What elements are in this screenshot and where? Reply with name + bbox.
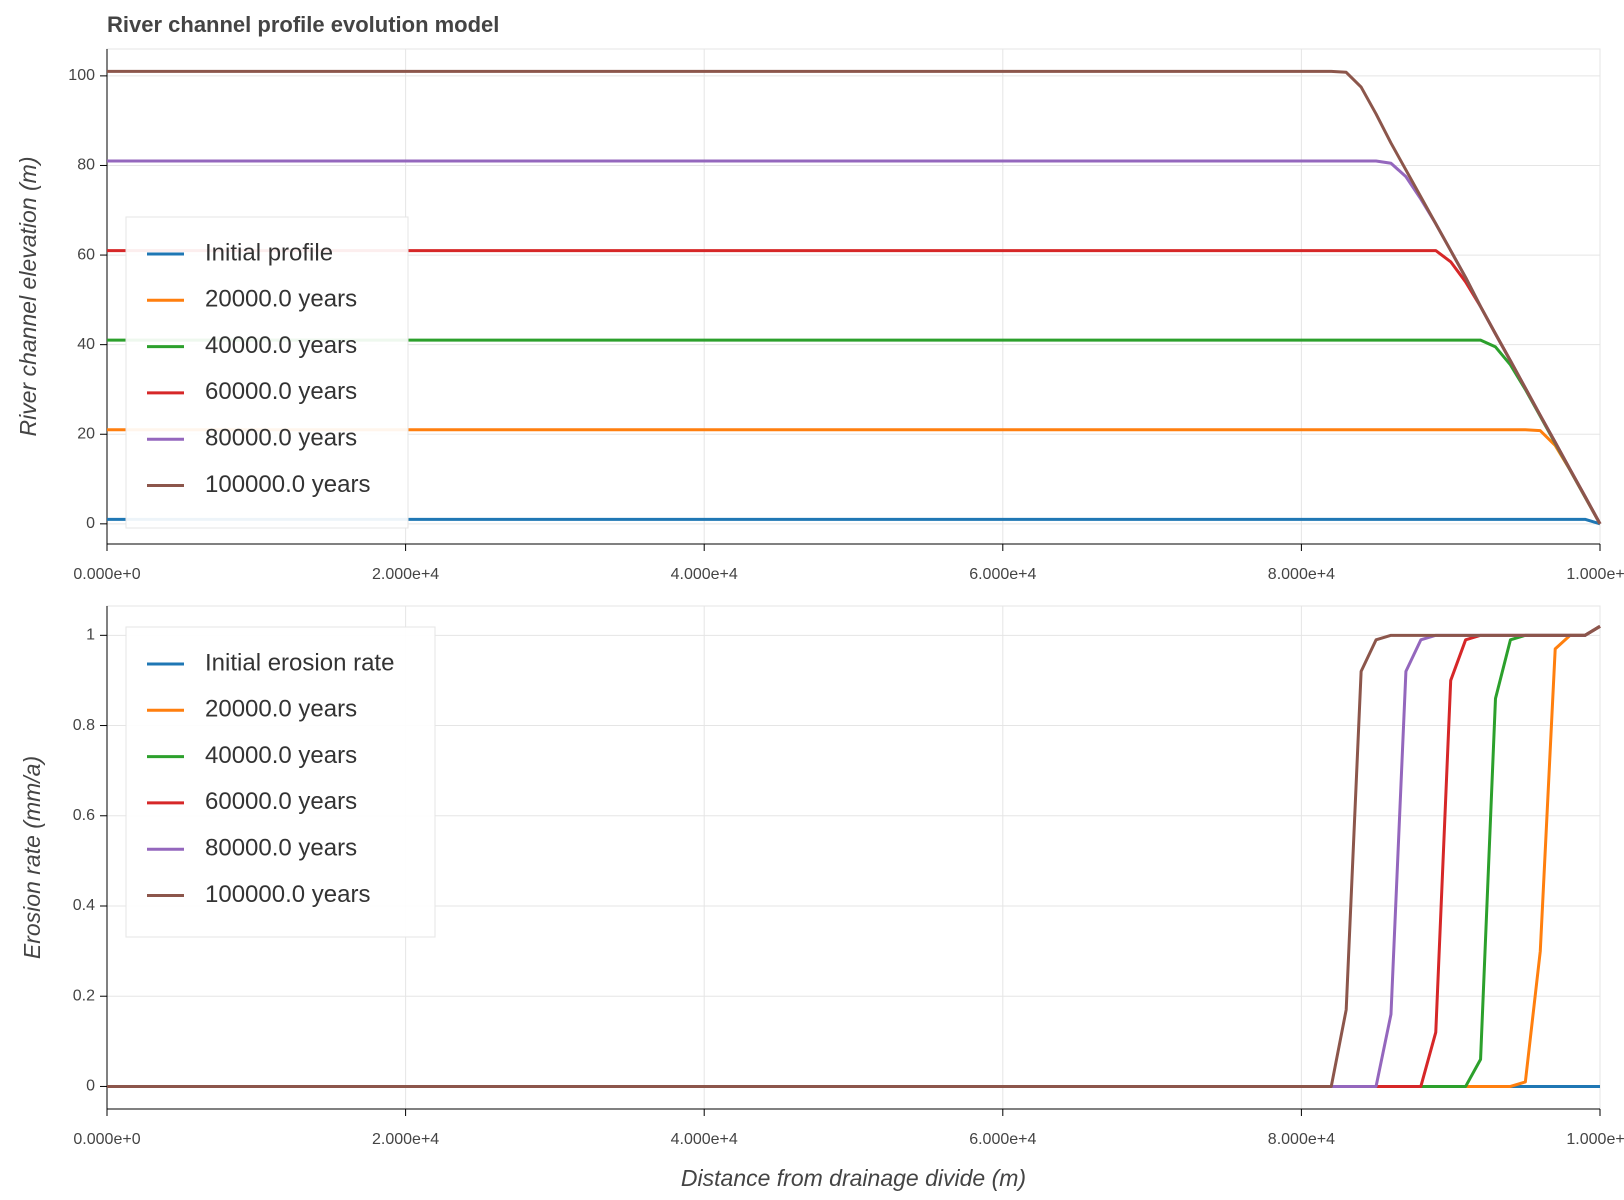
y-tick-label: 0 (86, 515, 95, 532)
legend-label: Initial profile (205, 239, 333, 266)
x-tick-label: 4.000e+4 (671, 1131, 738, 1148)
legend: Initial profile 20000.0 years 40000.0 year… (125, 216, 409, 529)
y-tick-label: 0.4 (73, 897, 95, 914)
legend-label: 60000.0 years (205, 788, 357, 815)
data-line (107, 625, 1601, 1088)
legend-box (125, 216, 409, 529)
y-tick-label: 0.2 (73, 987, 95, 1004)
x-tick-label: 2.000e+4 (372, 1131, 439, 1148)
y-axis-label: River channel elevation (m) (15, 157, 41, 437)
x-tick-label: 1.000e+5 (1566, 1131, 1624, 1148)
y-tick-label: 40 (77, 336, 95, 353)
y-tick-label: 60 (77, 246, 95, 263)
data-line (107, 428, 1602, 525)
legend-label: Initial erosion rate (205, 649, 394, 676)
legend-label: 100000.0 years (205, 471, 370, 498)
legend-label: 60000.0 years (205, 378, 357, 405)
legend-label: 80000.0 years (205, 835, 357, 862)
x-tick-label: 4.000e+4 (671, 566, 738, 583)
x-tick-label: 6.000e+4 (969, 566, 1036, 583)
x-axis-label: Distance from drainage divide (m) (681, 1165, 1026, 1191)
x-tick-label: 0.000e+0 (73, 566, 140, 583)
legend-label: 40000.0 years (205, 332, 357, 359)
legend: Initial erosion rate 20000.0 years 40000.0… (125, 626, 436, 938)
data-line (107, 69, 1602, 525)
chart-title: River channel profile evolution model (107, 12, 499, 37)
x-tick-label: 2.000e+4 (372, 566, 439, 583)
x-tick-label: 6.000e+4 (969, 1131, 1036, 1148)
legend-label: 80000.0 years (205, 425, 357, 452)
legend-label: 40000.0 years (205, 742, 357, 769)
y-axis-label: Erosion rate (mm/a) (19, 756, 45, 959)
x-tick-label: 8.000e+4 (1268, 1131, 1335, 1148)
y-tick-label: 0.6 (73, 807, 95, 824)
legend-box (125, 626, 436, 938)
y-tick-label: 0.8 (73, 717, 95, 734)
y-tick-label: 80 (77, 157, 95, 174)
legend-label: 100000.0 years (205, 881, 370, 908)
y-tick-label: 100 (68, 67, 95, 84)
y-tick-label: 1 (86, 627, 95, 644)
x-tick-label: 0.000e+0 (73, 1131, 140, 1148)
data-line (107, 517, 1601, 526)
y-tick-label: 20 (77, 425, 95, 442)
legend-label: 20000.0 years (205, 696, 357, 723)
y-tick-label: 0 (86, 1078, 95, 1095)
x-tick-label: 8.000e+4 (1268, 566, 1335, 583)
x-tick-label: 1.000e+5 (1566, 566, 1624, 583)
legend-label: 20000.0 years (205, 286, 357, 313)
